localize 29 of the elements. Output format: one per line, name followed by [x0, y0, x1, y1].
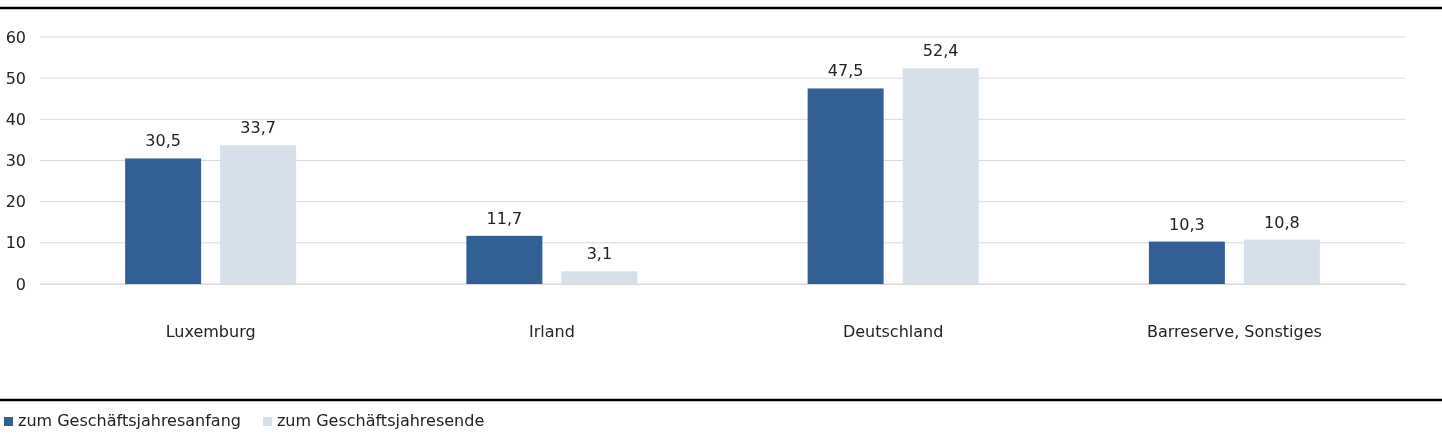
y-tick-label: 10 [5, 233, 26, 253]
data-label: 10,8 [1264, 212, 1300, 232]
y-tick-label: 30 [5, 151, 26, 171]
x-tick-label: Deutschland [842, 322, 944, 342]
bar [561, 271, 638, 284]
bar [125, 158, 202, 284]
bar [466, 235, 543, 284]
x-tick-label: Luxemburg [165, 322, 256, 342]
x-tick-label: Irland [528, 322, 575, 342]
bar [902, 68, 979, 284]
data-label: 52,4 [922, 41, 959, 61]
data-label: 33,7 [240, 118, 276, 138]
y-tick-label: 0 [15, 274, 26, 294]
data-label: 3,1 [586, 244, 613, 264]
bar [220, 145, 297, 284]
x-tick-label: Barreserve, Sonstiges [1146, 322, 1322, 342]
y-tick-label: 40 [5, 109, 26, 129]
y-tick-label: 20 [5, 192, 26, 212]
legend-label: zum Geschäftsjahresende [276, 411, 485, 430]
data-label: 10,3 [1169, 214, 1205, 234]
legend-label: zum Geschäftsjahresanfang [18, 411, 241, 430]
data-label: 47,5 [827, 61, 864, 81]
bar [1243, 239, 1320, 284]
bar [1148, 241, 1225, 284]
y-tick-label: 60 [5, 27, 26, 47]
y-tick-label: 50 [5, 68, 26, 88]
data-label: 30,5 [145, 131, 181, 151]
bar [807, 88, 884, 284]
data-label: 11,7 [486, 208, 523, 228]
